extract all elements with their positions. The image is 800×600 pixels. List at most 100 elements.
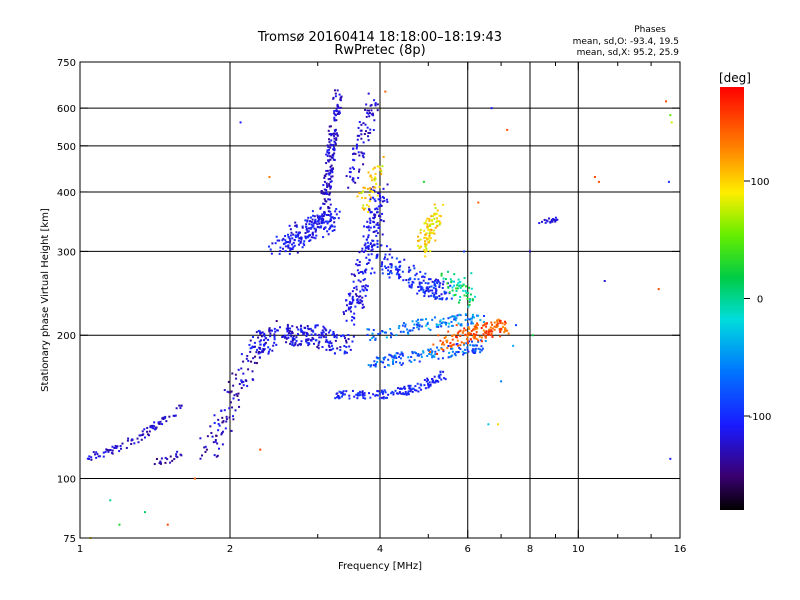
data-point [496,423,499,426]
data-point [291,243,294,246]
data-point [247,359,250,362]
data-point [162,416,165,419]
data-point [343,352,346,355]
data-point [486,333,489,336]
data-point [262,349,265,352]
data-point [475,337,478,340]
data-point [286,330,289,333]
data-point [283,334,286,337]
data-point [303,326,306,329]
data-point [409,390,412,393]
data-point [339,346,342,349]
data-point [336,134,339,137]
data-point [360,191,363,194]
data-point [352,147,355,150]
data-point [330,139,333,142]
data-point [260,331,263,334]
data-point [379,205,382,208]
data-point [297,333,300,336]
data-point [115,446,118,449]
data-point [250,346,253,349]
data-point [295,336,298,339]
data-point [399,353,402,356]
data-point [466,348,469,351]
data-point [431,231,434,234]
data-point [365,115,368,118]
data-point [370,190,373,193]
data-point [330,156,333,159]
data-point [449,316,452,319]
data-point [318,226,321,229]
data-point [425,232,428,235]
data-point [175,455,178,458]
data-point [463,294,466,297]
data-point [253,361,256,364]
data-point [333,336,336,339]
data-point [414,389,417,392]
data-point [480,336,483,339]
data-point [325,191,328,194]
data-point [165,420,168,423]
data-point [376,254,379,257]
data-point [550,220,553,223]
data-point [338,110,341,113]
data-point [343,337,346,340]
data-point [290,231,293,234]
data-point [457,322,460,325]
data-point [338,396,341,399]
data-point [376,360,379,363]
data-point [413,359,416,362]
data-point [372,168,375,171]
data-point [329,144,332,147]
data-point [449,278,452,281]
data-point [329,203,332,206]
data-point [353,316,356,319]
data-point [352,153,355,156]
data-point [437,280,440,283]
data-point [108,449,111,452]
data-point [314,326,317,329]
data-point [432,286,435,289]
data-point [425,318,428,321]
data-point [320,192,323,195]
data-point [420,318,423,321]
data-point [353,395,356,398]
data-point [175,407,178,410]
data-point [326,144,329,147]
data-point [315,324,318,327]
data-point [435,290,438,293]
data-point [146,430,149,433]
data-point [398,355,401,358]
data-point [431,292,434,295]
data-point [467,350,470,353]
data-point [419,238,422,241]
x-tick-label: 1 [77,544,83,555]
data-point [245,379,248,382]
data-point [383,257,386,260]
data-point [376,232,379,235]
data-point [468,333,471,336]
colorbar-tick-label: 100 [750,177,769,188]
data-point [351,166,354,169]
data-point [467,332,470,335]
data-point [325,213,328,216]
data-point [312,222,315,225]
data-point [326,340,329,343]
data-point [331,175,334,178]
data-point [92,451,95,454]
data-point [204,445,207,448]
data-point [324,175,327,178]
data-point [504,330,507,333]
data-point [412,387,415,390]
data-point [377,333,380,336]
data-point [307,216,310,219]
data-point [258,330,261,333]
data-point [305,225,308,228]
data-point [401,362,404,365]
data-point [390,392,393,395]
data-point [431,215,434,218]
data-point [259,343,262,346]
data-point [427,295,430,298]
data-point [404,323,407,326]
data-point [235,393,238,396]
